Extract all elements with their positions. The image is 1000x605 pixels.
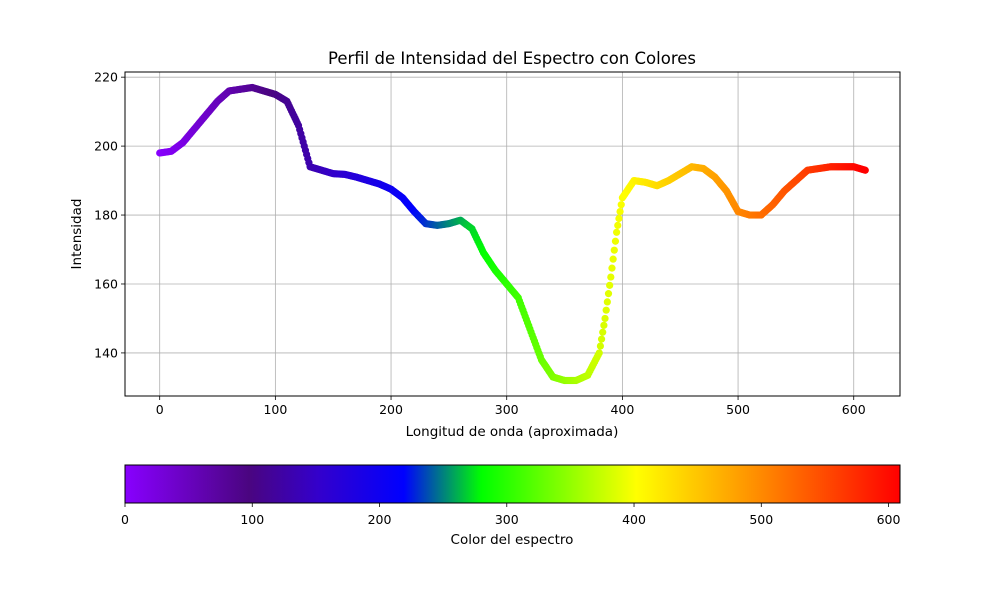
y-axis-label: Intensidad <box>69 199 85 270</box>
data-point <box>610 246 618 254</box>
data-point <box>607 273 615 281</box>
y-tick-label: 200 <box>94 139 118 154</box>
x-tick-label: 600 <box>842 402 866 417</box>
y-tick-label: 140 <box>94 345 118 360</box>
x-tick-label: 500 <box>726 402 750 417</box>
data-point <box>600 321 608 329</box>
y-tick-label: 220 <box>94 70 118 85</box>
data-point <box>599 328 607 336</box>
data-point <box>597 335 606 343</box>
data-point <box>595 349 603 357</box>
data-point <box>613 228 621 236</box>
y-tick-label: 180 <box>94 208 118 223</box>
colorbar-tick-label: 0 <box>121 512 129 527</box>
data-point <box>596 342 605 350</box>
colorbar-tick-label: 500 <box>749 512 773 527</box>
chart-title: Perfil de Intensidad del Espectro con Co… <box>328 49 696 68</box>
x-tick-label: 400 <box>610 402 634 417</box>
x-tick-label: 200 <box>379 402 403 417</box>
data-point <box>602 306 610 314</box>
data-point <box>609 255 617 263</box>
data-point <box>604 290 613 298</box>
y-axis-ticks: 140 160 180 200 220 <box>94 70 125 360</box>
colorbar-ticks: 0 100 200 300 400 500 600 <box>121 503 901 527</box>
colorbar-tick-label: 200 <box>368 512 392 527</box>
data-point <box>616 207 624 216</box>
data-point <box>606 281 614 289</box>
data-points <box>156 83 869 385</box>
data-point <box>611 237 620 245</box>
data-point <box>615 214 623 223</box>
colorbar-tick-label: 400 <box>622 512 646 527</box>
colorbar-tick-label: 100 <box>240 512 264 527</box>
colorbar-tick-label: 600 <box>877 512 901 527</box>
x-tick-label: 100 <box>263 402 287 417</box>
data-point <box>614 221 622 229</box>
data-point <box>617 201 625 209</box>
grid <box>125 72 900 396</box>
data-point <box>601 314 609 323</box>
data-point <box>861 166 869 174</box>
plot-frame <box>124 71 901 397</box>
x-axis-ticks: 0 100 200 300 400 500 600 <box>156 396 866 417</box>
x-axis-label: Longitud de onda (aproximada) <box>406 424 619 440</box>
colorbar <box>124 464 901 504</box>
colorbar-label: Color del espectro <box>451 532 574 548</box>
data-point <box>603 298 611 306</box>
y-tick-label: 160 <box>94 276 118 291</box>
x-tick-label: 300 <box>495 402 519 417</box>
colorbar-tick-label: 300 <box>495 512 519 527</box>
x-tick-label: 0 <box>156 402 164 417</box>
data-point <box>608 264 616 272</box>
